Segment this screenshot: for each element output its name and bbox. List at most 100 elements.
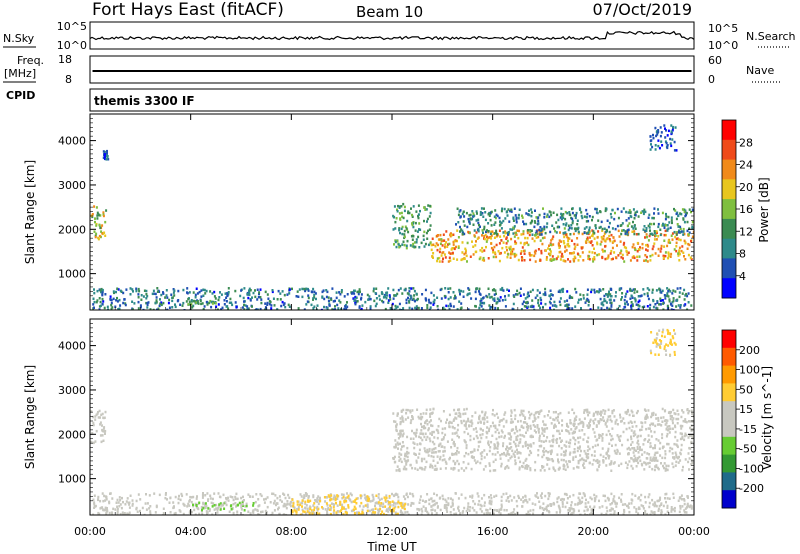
power-cell	[228, 301, 231, 304]
velocity-cell	[627, 506, 630, 509]
power-cell	[251, 296, 253, 299]
velocity-cell	[549, 416, 552, 419]
velocity-cell	[434, 447, 437, 450]
power-cell	[264, 290, 267, 294]
power-cell	[651, 288, 654, 292]
velocity-cell	[457, 423, 460, 427]
velocity-cell	[524, 494, 527, 498]
velocity-cell	[662, 328, 665, 332]
power-cell	[687, 253, 690, 257]
velocity-cell	[558, 432, 561, 435]
power-cell	[330, 298, 333, 301]
power-cell	[217, 298, 220, 302]
velocity-cell	[609, 433, 611, 436]
power-cell	[442, 233, 445, 236]
power-cell	[437, 308, 440, 310]
velocity-cell	[483, 512, 486, 515]
velocity-cell	[431, 508, 434, 511]
power-cell	[325, 306, 328, 309]
velocity-cell	[131, 502, 134, 506]
velocity-cell	[565, 449, 567, 453]
velocity-cell	[614, 443, 617, 447]
velocity-cell	[104, 495, 107, 498]
power-cell	[688, 243, 691, 247]
power-cell	[192, 291, 195, 294]
power-cell	[321, 290, 324, 294]
power-cell	[255, 308, 258, 310]
velocity-cell	[413, 452, 416, 455]
power-cell	[556, 225, 559, 229]
velocity-cell	[369, 500, 372, 503]
power-cell	[328, 302, 331, 306]
velocity-cell	[378, 509, 381, 512]
power-cell	[502, 289, 505, 292]
velocity-cell	[428, 502, 431, 506]
velocity-cell	[217, 507, 219, 510]
velocity-cell	[304, 500, 307, 504]
colorbar-tick-label: 20	[739, 181, 753, 194]
power-cell	[641, 210, 644, 213]
power-cell	[234, 301, 237, 304]
power-cell	[524, 297, 527, 300]
velocity-cell	[322, 507, 325, 510]
velocity-cell	[647, 434, 650, 437]
velocity-cell	[95, 429, 98, 433]
power-cell	[356, 300, 359, 303]
power-cell	[666, 304, 669, 308]
velocity-cell	[240, 496, 243, 500]
power-cell	[382, 296, 385, 299]
velocity-cell	[602, 455, 605, 458]
power-cell	[465, 254, 468, 258]
power-cell	[631, 289, 633, 292]
power-cell	[195, 287, 198, 290]
velocity-cell	[273, 509, 276, 512]
power-cell	[103, 231, 106, 234]
power-cell	[601, 248, 604, 251]
power-cell	[438, 256, 441, 260]
velocity-cell	[561, 505, 564, 508]
power-cell	[96, 217, 99, 220]
velocity-cell	[582, 423, 585, 426]
power-cell	[240, 289, 243, 292]
power-cell	[416, 230, 419, 233]
velocity-cell	[463, 408, 466, 411]
velocity-cell	[467, 452, 470, 456]
velocity-cell	[627, 452, 630, 456]
power-cell	[188, 300, 191, 303]
power-cell	[650, 139, 653, 142]
power-cell	[660, 291, 663, 294]
velocity-cell	[656, 423, 659, 426]
power-cell	[332, 300, 335, 303]
power-cell	[598, 226, 601, 229]
velocity-cell	[634, 494, 637, 497]
velocity-cell	[664, 409, 667, 412]
velocity-cell	[469, 434, 472, 438]
power-cell	[101, 290, 104, 294]
velocity-cell	[529, 449, 532, 453]
power-cell	[414, 221, 417, 225]
power-cell	[398, 227, 401, 230]
power-cell	[514, 240, 517, 243]
power-cell	[135, 287, 138, 290]
power-cell	[239, 294, 242, 298]
velocity-cell	[343, 507, 345, 510]
velocity-cell	[235, 505, 237, 508]
velocity-cell	[481, 410, 484, 414]
velocity-cell	[500, 429, 503, 432]
velocity-cell	[407, 416, 410, 419]
velocity-cell	[675, 417, 678, 421]
velocity-cell	[397, 499, 400, 502]
power-cell	[608, 238, 611, 241]
velocity-cell	[437, 425, 440, 428]
power-cell	[627, 217, 630, 220]
velocity-cell	[500, 462, 503, 466]
velocity-cell	[675, 460, 678, 464]
power-cell	[633, 297, 636, 300]
velocity-cell	[396, 441, 399, 444]
velocity-cell	[663, 462, 666, 465]
power-cell	[641, 246, 644, 250]
power-cell	[566, 235, 569, 239]
velocity-cell	[465, 466, 468, 470]
velocity-cell	[460, 421, 463, 425]
velocity-cell	[524, 417, 526, 420]
